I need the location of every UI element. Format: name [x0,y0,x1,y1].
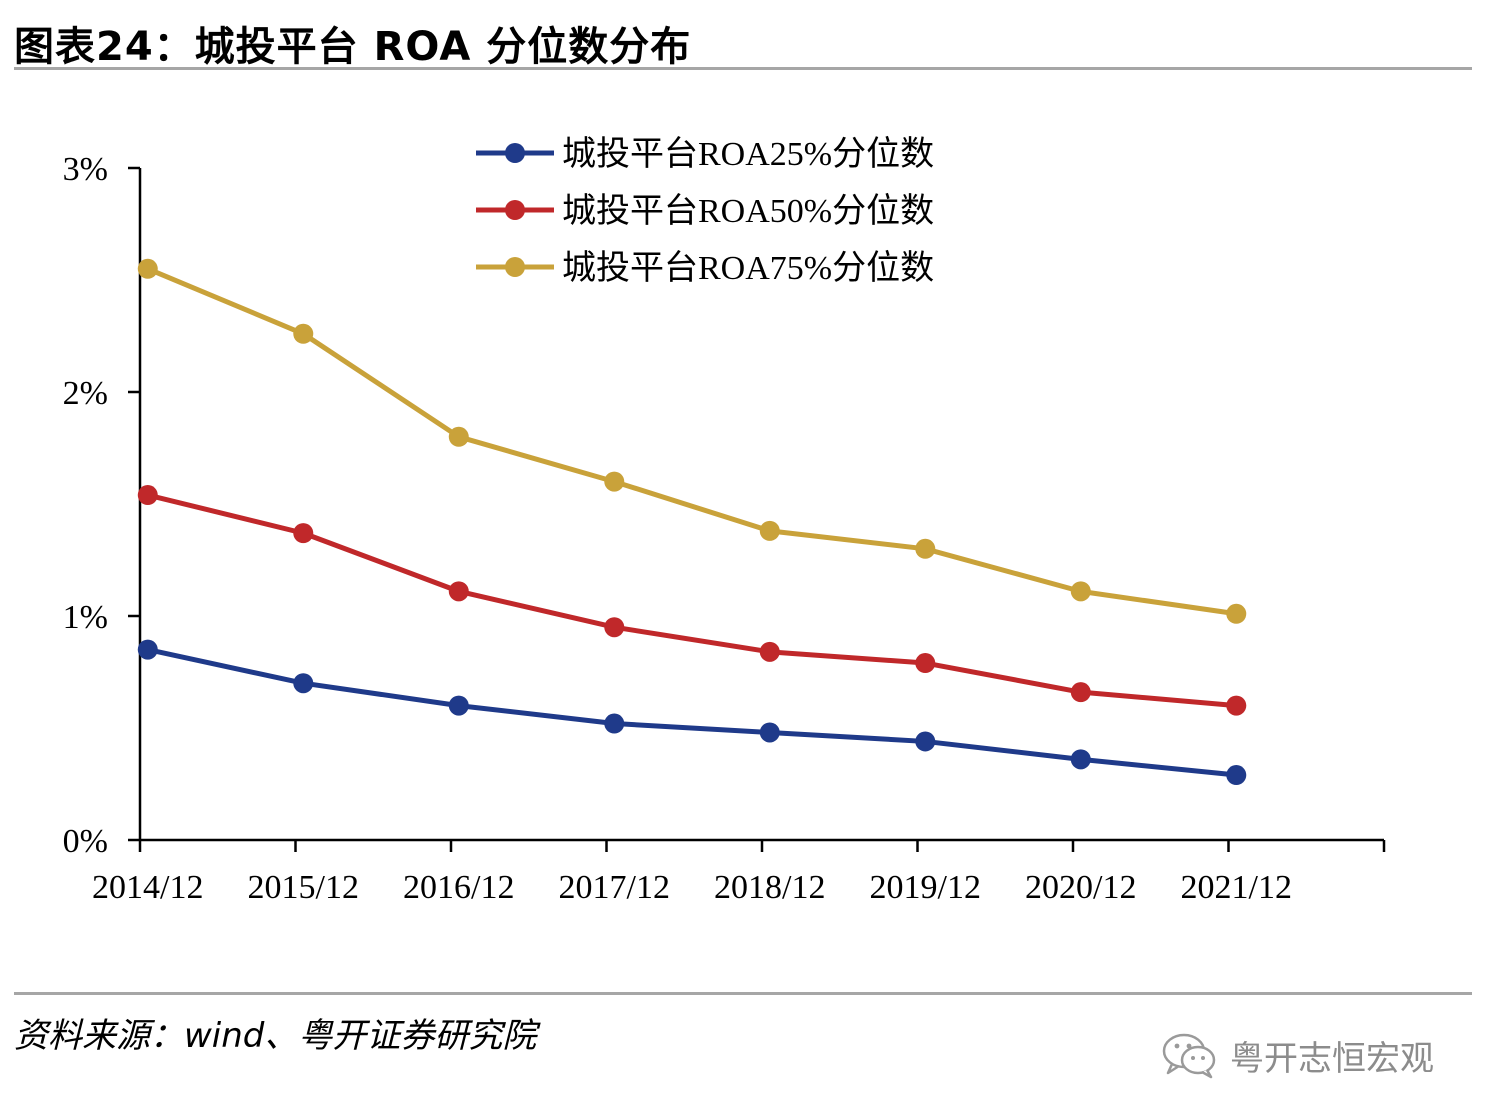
series-2-point [137,485,158,506]
series-2-point [759,641,780,662]
chart-title: 图表24：城投平台 ROA 分位数分布 [14,24,692,70]
series-1-point [448,695,469,716]
series-2-point [1070,682,1091,703]
source-divider [14,992,1472,995]
watermark: 粤开志恒宏观 [1160,1030,1434,1080]
series-3-point [293,323,314,344]
series-1-point [915,731,936,752]
line-chart: 0% 1% 2% 3% 2014/12 2015/12 2016/12 2017/12 2018… [63,135,1386,906]
y-tick-label: 0% [63,823,108,860]
y-tick-label: 3% [63,151,108,188]
series-line-1 [147,647,1237,778]
series-3-point [137,258,158,279]
x-tick-label: 2015/12 [248,869,359,906]
x-tick-label: 2019/12 [870,869,981,906]
title-divider [14,67,1472,70]
series-3-point [1070,581,1091,602]
series-2-point [448,581,469,602]
chart-area: 0% 1% 2% 3% 2014/12 2015/12 2016/12 2017/12 2018… [0,80,1490,980]
x-tick-label: 2018/12 [714,869,825,906]
y-tick-label: 1% [63,599,108,636]
series-1-point [604,713,625,734]
series-1-point [1226,765,1247,786]
series-3-point [448,426,469,447]
legend-label-1: 城投平台ROA25%分位数 [562,135,934,173]
legend-marker-2 [505,200,525,220]
series-2-point [1226,695,1247,716]
x-tick-label: 2021/12 [1181,869,1292,906]
chart-series [137,258,1247,786]
series-1-point [1070,749,1091,770]
series-line-2 [147,492,1237,709]
series-3-point [1226,603,1247,624]
x-tick-label: 2014/12 [92,869,203,906]
series-2-point [915,653,936,674]
legend-marker-1 [505,143,525,163]
series-3-point [604,471,625,492]
chart-axes: 0% 1% 2% 3% 2014/12 2015/12 2016/12 2017/12 2018… [63,151,1386,906]
series-2-point [604,617,625,638]
source-note: 资料来源：wind、粤开证券研究院 [14,1016,537,1056]
x-tick-label: 2020/12 [1025,869,1136,906]
wechat-icon [1162,1033,1216,1079]
x-tick-label: 2017/12 [559,869,670,906]
series-1-point [759,722,780,743]
x-tick-label: 2016/12 [403,869,514,906]
legend-label-3: 城投平台ROA75%分位数 [562,249,934,287]
watermark-text: 粤开志恒宏观 [1230,1038,1434,1079]
y-tick-label: 2% [63,375,108,412]
series-3-point [915,538,936,559]
series-2-point [293,523,314,544]
legend-marker-3 [505,257,525,277]
series-1-point [137,639,158,660]
series-line-3 [146,266,1237,617]
series-3-point [759,520,780,541]
legend-label-2: 城投平台ROA50%分位数 [562,192,934,230]
series-1-point [293,673,314,694]
